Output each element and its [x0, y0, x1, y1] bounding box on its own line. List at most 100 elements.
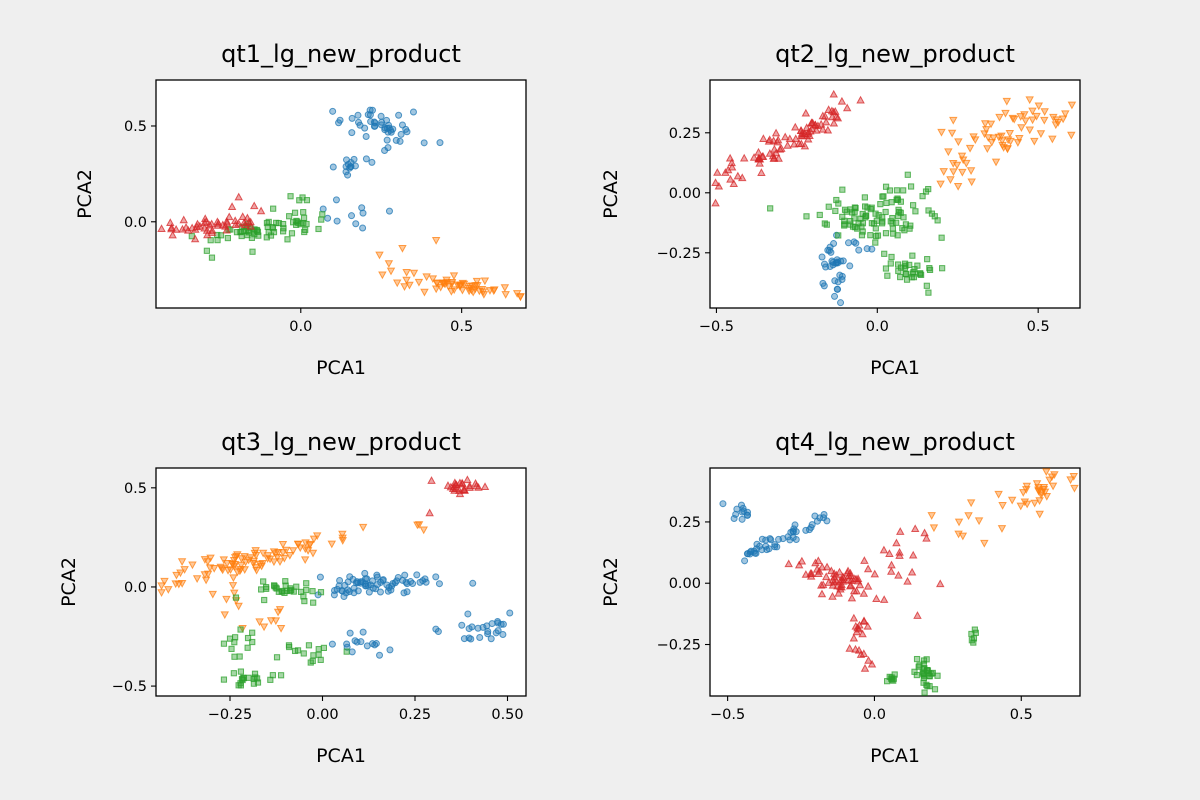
data-point: [348, 212, 356, 220]
data-point: [252, 674, 259, 681]
data-point: [368, 577, 376, 585]
scatter-points: [157, 106, 525, 302]
data-point: [251, 564, 260, 572]
data-point: [830, 240, 838, 248]
data-point: [263, 585, 270, 592]
data-point: [284, 236, 291, 243]
data-point: [882, 265, 890, 272]
data-point: [864, 655, 873, 664]
data-point: [924, 256, 931, 263]
data-point: [741, 557, 749, 565]
data-point: [829, 89, 838, 98]
data-point: [947, 129, 957, 138]
data-point: [879, 545, 889, 554]
data-point: [1032, 112, 1041, 121]
data-point: [802, 526, 810, 534]
data-point: [249, 248, 256, 255]
data-point: [383, 116, 391, 124]
data-point: [920, 670, 927, 677]
data-point: [962, 159, 971, 168]
data-point: [794, 560, 804, 569]
y-axis-label: PCA2: [600, 169, 622, 219]
data-point: [222, 560, 232, 568]
data-point: [874, 232, 882, 239]
data-point: [824, 105, 833, 113]
data-point: [191, 224, 200, 233]
data-point: [936, 579, 945, 588]
data-point: [863, 564, 873, 573]
data-point: [431, 237, 441, 245]
data-point: [711, 198, 720, 207]
data-point: [381, 126, 389, 134]
data-point: [1025, 126, 1035, 135]
data-point: [887, 260, 894, 267]
data-point: [248, 234, 256, 241]
data-point: [278, 549, 288, 557]
data-point: [803, 213, 810, 220]
data-point: [725, 153, 735, 162]
data-point: [949, 168, 958, 177]
data-point: [449, 482, 459, 491]
data-point: [904, 171, 911, 178]
data-point: [802, 123, 811, 131]
data-point: [351, 162, 359, 170]
data-point: [354, 579, 362, 587]
data-point: [757, 168, 766, 176]
data-point: [954, 138, 963, 147]
data-point: [255, 232, 262, 239]
data-point: [273, 654, 281, 661]
data-point: [817, 580, 826, 589]
data-point: [819, 279, 827, 287]
x-tick-label: −0.5: [710, 707, 745, 723]
data-point: [315, 225, 322, 233]
data-point: [357, 638, 365, 646]
data-point: [863, 581, 873, 590]
data-point: [883, 199, 890, 207]
data-point: [270, 205, 277, 212]
data-point: [386, 646, 394, 654]
data-point: [727, 158, 736, 167]
data-point: [474, 624, 482, 632]
data-point: [889, 225, 896, 232]
data-point: [432, 625, 440, 633]
data-point: [738, 173, 747, 182]
data-point: [954, 530, 963, 539]
data-point: [479, 623, 487, 631]
data-point: [797, 131, 806, 139]
data-point: [319, 205, 327, 213]
data-point: [729, 179, 739, 188]
data-point: [1002, 97, 1012, 106]
data-point: [249, 557, 259, 566]
data-point: [302, 226, 309, 233]
data-point: [899, 225, 906, 232]
data-point: [966, 499, 976, 508]
data-point: [229, 574, 238, 583]
data-point: [806, 569, 815, 577]
data-point: [293, 540, 303, 549]
data-point: [263, 219, 271, 227]
data-point: [896, 527, 905, 535]
data-point: [343, 648, 350, 655]
data-point: [939, 265, 946, 272]
data-point: [832, 207, 839, 215]
data-point: [861, 194, 868, 201]
data-point: [895, 261, 902, 268]
data-point: [1030, 499, 1039, 508]
data-point: [208, 254, 216, 261]
data-point: [969, 133, 978, 142]
data-point: [361, 124, 369, 132]
data-point: [909, 252, 916, 259]
data-point: [889, 220, 896, 227]
data-point: [853, 574, 863, 583]
data-point: [319, 211, 326, 218]
y-tick-label: 0.25: [669, 515, 701, 531]
data-point: [754, 147, 763, 156]
data-point: [926, 683, 933, 690]
data-point: [365, 588, 373, 596]
data-point: [834, 588, 843, 597]
data-point: [1008, 114, 1018, 123]
data-point: [358, 523, 368, 532]
data-point: [346, 629, 354, 637]
data-point: [855, 246, 863, 254]
data-point: [236, 653, 243, 660]
